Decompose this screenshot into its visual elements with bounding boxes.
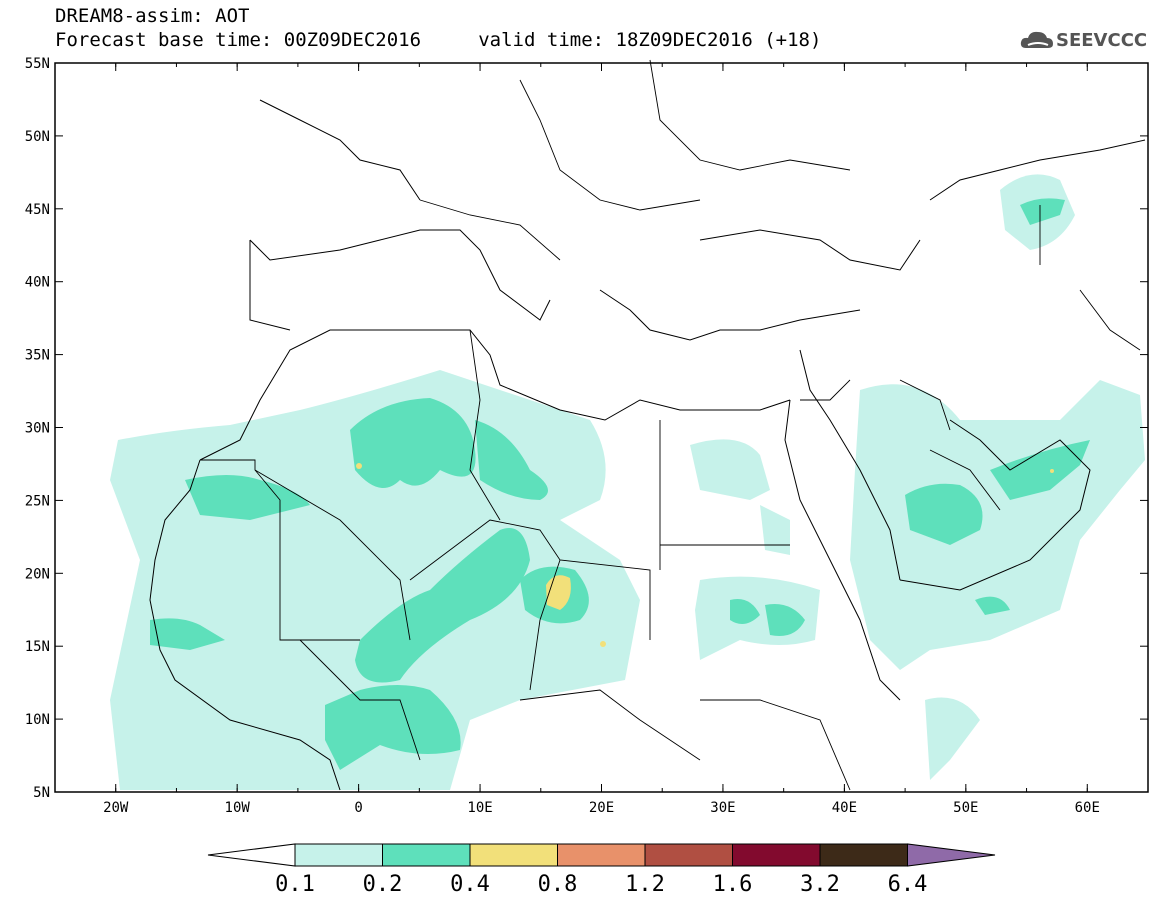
lat-label: 40N [25,275,50,291]
lat-label: 50N [25,129,50,145]
lon-label: 20E [589,800,614,816]
colorbar-label: 1.2 [625,872,665,897]
country-borders [200,59,1141,791]
lat-label: 15N [25,639,50,655]
lat-label: 30N [25,421,50,437]
logo-text: SEEVCCC [1056,30,1148,51]
lat-label: 20N [25,566,50,582]
lat-label: 55N [25,56,50,72]
latitude-labels: 55N 50N 45N 40N 35N 30N 25N 20N 15N 10N 5N [25,56,50,801]
lon-label: 30E [710,800,735,816]
colorbar-label: 3.2 [800,872,840,897]
colorbar-segment [557,843,646,867]
colorbar-segment [294,843,383,867]
colorbar-label: 0.2 [362,872,403,897]
lon-label: 10W [225,800,251,816]
coastlines [149,99,1146,791]
colorbar-label: 6.4 [887,872,928,897]
forecast-time-subtitle: Forecast base time: 00Z09DEC2016 valid t… [55,29,822,51]
colorbar-label: 1.6 [712,872,753,897]
colorbar-segment [382,843,471,867]
colorbar-label: 0.4 [450,872,490,897]
longitude-labels: 20W 10W 0 10E 20E 30E 40E 50E 60E [103,800,1100,816]
lon-label: 60E [1075,800,1100,816]
map-title: DREAM8-assim: AOT [55,5,250,27]
colorbar-segment [644,843,733,867]
colorbar-over-arrow [907,843,996,867]
lat-label: 45N [25,202,50,218]
aot-contour-fill [110,174,1145,790]
colorbar-under-arrow [207,843,296,867]
lat-label: 5N [33,785,50,801]
colorbar-segment [819,843,908,867]
colorbar-segment [732,843,821,867]
colorbar-label: 0.8 [537,872,578,897]
colorbar [207,843,996,867]
lon-label: 0 [354,800,362,816]
lat-label: 25N [25,493,50,509]
lat-label: 10N [25,712,50,728]
lat-label: 35N [25,348,50,364]
lon-label: 10E [467,800,492,816]
lon-label: 20W [103,800,129,816]
colorbar-segment [469,843,558,867]
cloud-logo-icon [1020,31,1053,48]
lon-label: 40E [832,800,857,816]
lon-label: 50E [953,800,978,816]
axis-ticks [54,62,1149,793]
colorbar-label: 0.1 [275,872,315,897]
